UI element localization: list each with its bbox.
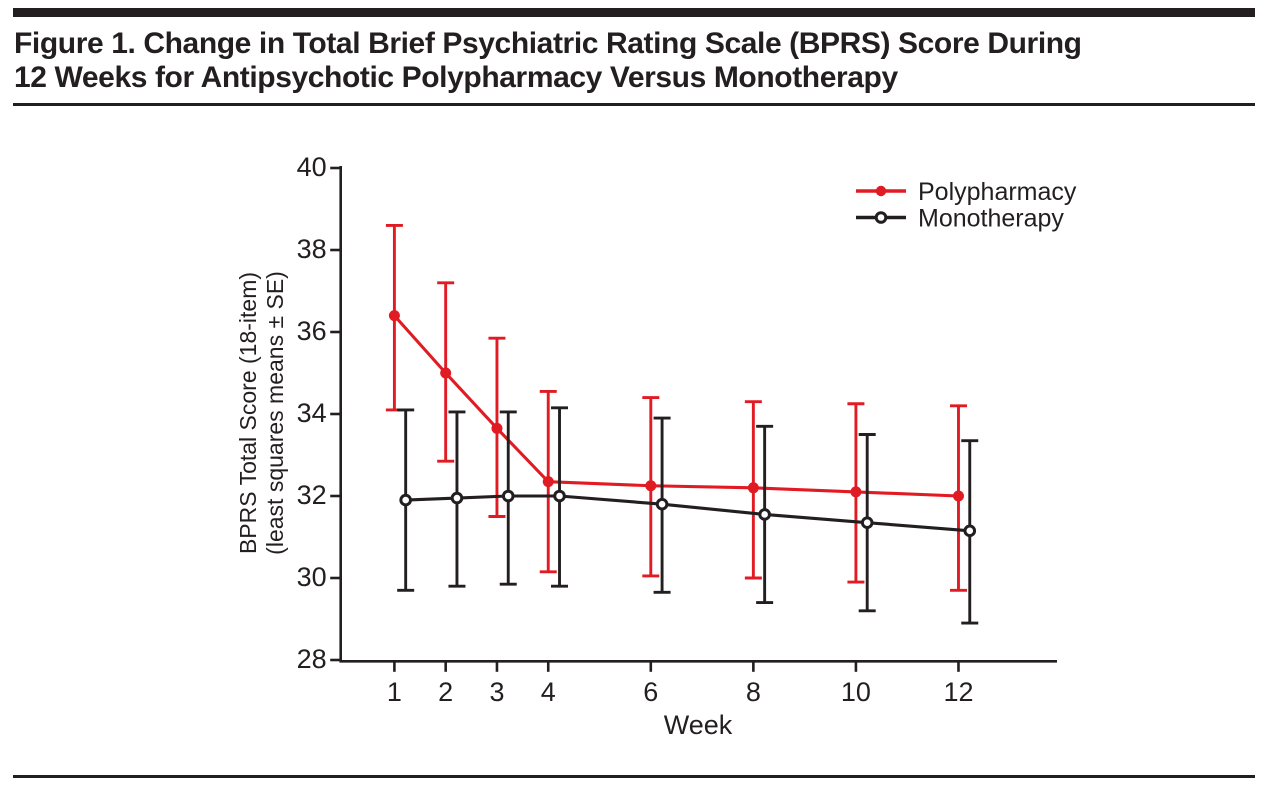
figure-title-line2: 12 Weeks for Antipsychotic Polypharmacy … bbox=[14, 61, 898, 94]
legend-marker bbox=[875, 185, 887, 197]
data-point bbox=[758, 508, 771, 521]
series-line bbox=[405, 494, 970, 533]
x-tick-label: 8 bbox=[746, 677, 761, 707]
series-polypharmacy bbox=[385, 223, 967, 592]
data-point bbox=[501, 489, 515, 503]
y-axis-title: BPRS Total Score (18-item) (least squares… bbox=[235, 271, 288, 555]
data-point bbox=[963, 524, 977, 538]
y-tick-label: 32 bbox=[297, 480, 327, 510]
data-point bbox=[860, 516, 874, 529]
figure-title: Figure 1. Change in Total Brief Psychiat… bbox=[14, 27, 1254, 95]
data-point bbox=[553, 489, 566, 503]
y-tick-label: 36 bbox=[297, 316, 327, 346]
data-point bbox=[542, 476, 554, 488]
axes bbox=[330, 166, 1057, 672]
y-tick-label: 34 bbox=[297, 398, 327, 428]
series-monotherapy bbox=[397, 406, 979, 625]
data-point bbox=[399, 493, 412, 507]
series-line bbox=[393, 314, 959, 498]
data-point bbox=[388, 310, 400, 322]
y-axis-title-line1: BPRS Total Score (18-item) bbox=[235, 272, 261, 554]
x-tick-label: 1 bbox=[387, 677, 402, 707]
x-tick-label: 2 bbox=[438, 677, 453, 707]
x-tick-label: 4 bbox=[541, 677, 556, 707]
data-point bbox=[747, 482, 759, 494]
y-axis-title-line2: (least squares means ± SE) bbox=[262, 271, 288, 555]
y-tick-label: 28 bbox=[297, 644, 327, 674]
x-tick-label: 10 bbox=[841, 677, 871, 707]
legend-label: Polypharmacy bbox=[918, 178, 1077, 206]
data-point bbox=[850, 486, 862, 498]
data-point bbox=[645, 480, 657, 492]
data-point bbox=[655, 497, 669, 511]
data-point bbox=[491, 422, 503, 434]
bottom-rule bbox=[13, 775, 1255, 778]
title-rule bbox=[13, 103, 1255, 106]
top-rule bbox=[13, 8, 1255, 17]
x-tick-label: 6 bbox=[643, 677, 658, 707]
data-point bbox=[440, 367, 452, 379]
legend-marker bbox=[874, 211, 888, 224]
y-tick-label: 30 bbox=[297, 562, 327, 592]
x-axis-title: Week bbox=[664, 710, 733, 740]
figure-title-line1: Figure 1. Change in Total Brief Psychiat… bbox=[14, 27, 1082, 60]
legend-label: Monotherapy bbox=[918, 205, 1064, 233]
x-tick-label: 12 bbox=[943, 677, 973, 707]
y-tick-label: 38 bbox=[297, 234, 327, 264]
x-tick-label: 3 bbox=[489, 677, 504, 707]
data-point bbox=[952, 490, 964, 502]
y-tick-label: 40 bbox=[297, 152, 327, 182]
data-point bbox=[450, 491, 464, 505]
